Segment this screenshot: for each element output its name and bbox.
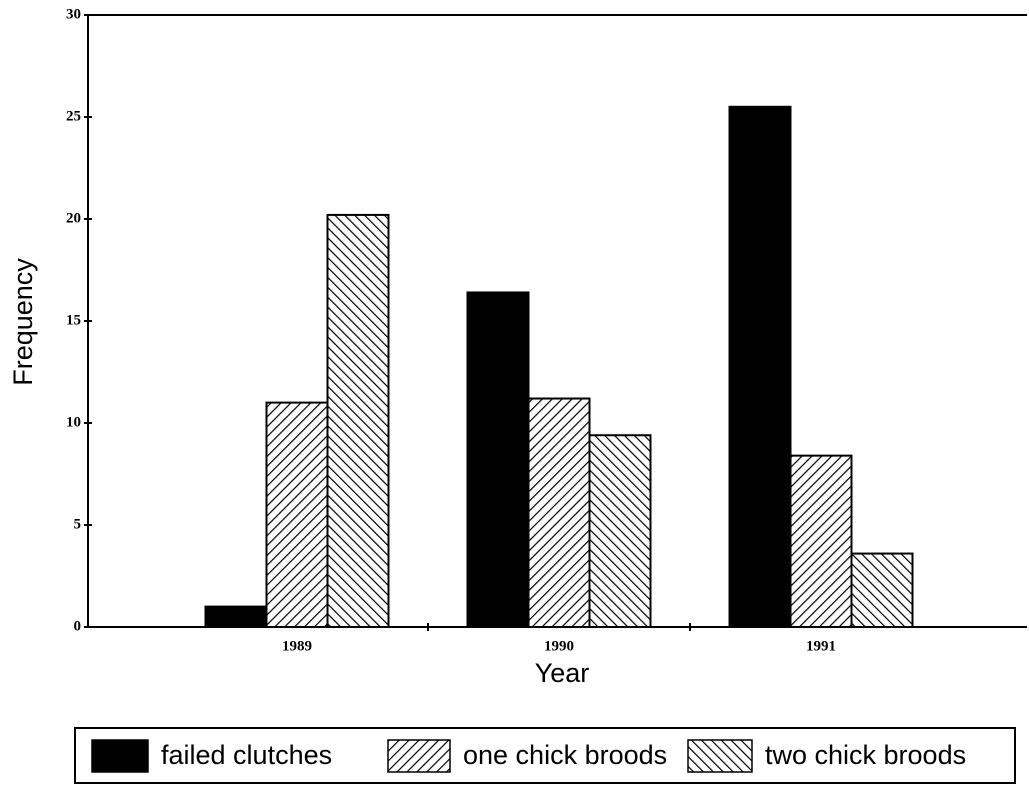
bar xyxy=(204,605,268,628)
y-tick-label: 0 xyxy=(74,618,82,634)
x-axis-title: Year xyxy=(535,658,590,688)
x-tick-label: 1990 xyxy=(544,638,574,654)
legend-label: two chick broods xyxy=(765,740,966,770)
y-tick-label: 5 xyxy=(74,516,82,532)
y-tick-label: 25 xyxy=(66,108,81,124)
legend-swatch xyxy=(387,739,451,773)
bar xyxy=(850,552,914,628)
legend-swatch xyxy=(91,739,149,773)
legend-label: failed clutches xyxy=(161,740,332,770)
bar xyxy=(728,105,792,629)
bar xyxy=(527,397,591,628)
bar xyxy=(466,291,530,628)
legend-swatch xyxy=(687,739,753,773)
y-axis-title: Frequency xyxy=(8,258,38,386)
x-tick-label: 1991 xyxy=(806,638,836,654)
bar xyxy=(588,434,652,628)
y-tick-label: 30 xyxy=(66,6,81,22)
bar xyxy=(265,401,329,628)
bar xyxy=(326,213,390,628)
y-tick-label: 15 xyxy=(66,312,81,328)
bar xyxy=(789,454,853,629)
legend-label: one chick broods xyxy=(463,740,667,770)
legend-box xyxy=(74,727,1016,784)
y-tick-label: 10 xyxy=(66,414,81,430)
y-tick-label: 20 xyxy=(66,210,81,226)
x-tick-label: 1989 xyxy=(282,638,312,654)
